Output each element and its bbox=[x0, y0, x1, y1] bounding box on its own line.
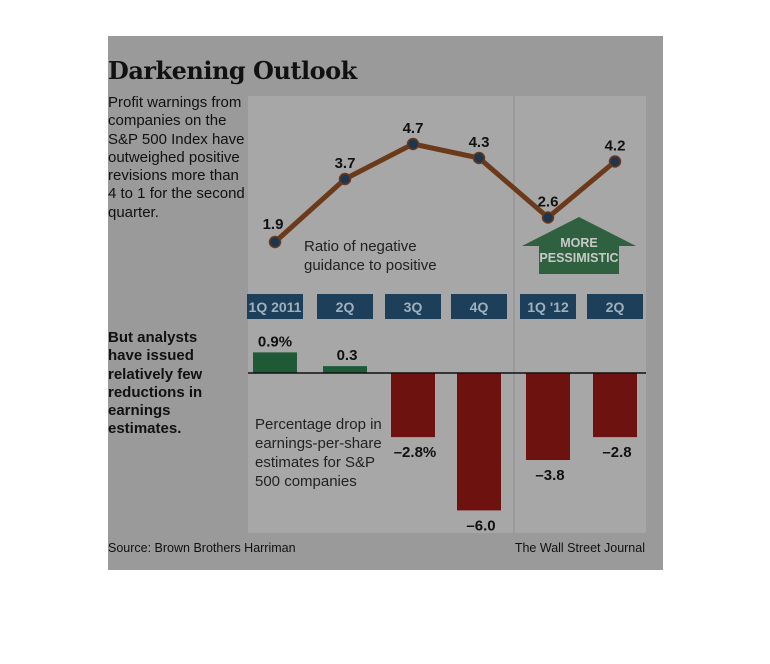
bar-annotation: Percentage drop in earnings-per-share es… bbox=[255, 416, 382, 490]
quarter-label-3: 3Q bbox=[404, 299, 423, 315]
bar-value-label-4: –6.0 bbox=[466, 517, 495, 534]
eps-bar-1 bbox=[253, 352, 297, 373]
bar-value-label-2: 0.3 bbox=[337, 347, 358, 364]
eps-bar-4 bbox=[457, 373, 501, 511]
quarter-label-5: 1Q '12 bbox=[527, 299, 569, 315]
ratio-line bbox=[273, 141, 617, 244]
line-point-2 bbox=[338, 172, 352, 186]
more-pessimistic-arrow bbox=[522, 217, 636, 274]
bar-value-label-1: 0.9% bbox=[258, 333, 292, 350]
secondary-text: But analysts have issued relatively few … bbox=[108, 329, 203, 438]
line-value-label-5: 2.6 bbox=[538, 194, 559, 211]
eps-bar-6 bbox=[593, 373, 637, 438]
callout-label-line-1: MORE bbox=[560, 236, 598, 250]
line-point-4 bbox=[472, 151, 486, 165]
publisher-credit: The Wall Street Journal bbox=[514, 541, 645, 555]
eps-bar-5 bbox=[526, 373, 570, 461]
line-value-label-6: 4.2 bbox=[605, 138, 626, 155]
quarter-cell-6 bbox=[587, 294, 643, 319]
eps-bar-2 bbox=[323, 366, 367, 373]
bar-value-label-3: –2.8% bbox=[394, 444, 437, 461]
line-point-5 bbox=[541, 211, 555, 224]
chart-graphic: MORE PESSIMISTIC 1.9 3.7 4.7 4.3 2.6 4.2 1Q 2011… bbox=[108, 36, 663, 570]
line-point-3 bbox=[406, 137, 420, 151]
quarter-cell-4 bbox=[451, 294, 507, 319]
quarter-label-4: 4Q bbox=[470, 299, 489, 315]
line-point-1 bbox=[268, 235, 282, 249]
quarter-cell-2 bbox=[317, 294, 373, 319]
source-note: Source: Brown Brothers Harriman bbox=[108, 541, 296, 555]
eps-bar-3 bbox=[391, 373, 435, 438]
line-value-label-3: 4.7 bbox=[403, 120, 424, 137]
line-point-6 bbox=[608, 155, 622, 168]
quarter-label-2: 2Q bbox=[336, 299, 355, 315]
callout-label-line-2: PESSIMISTIC bbox=[539, 251, 618, 265]
line-value-label-4: 4.3 bbox=[469, 134, 490, 151]
bar-value-label-5: –3.8 bbox=[535, 467, 564, 484]
bar-value-label-6: –2.8 bbox=[602, 444, 631, 461]
quarter-label-1: 1Q 2011 bbox=[249, 299, 302, 315]
intro-text: Profit warnings from companies on the S&… bbox=[108, 94, 245, 221]
quarter-cell-5 bbox=[520, 294, 576, 319]
line-value-label-1: 1.9 bbox=[263, 216, 284, 233]
chart-title: Darkening Outlook bbox=[108, 56, 357, 85]
line-annotation: Ratio of negative guidance to positive bbox=[304, 238, 437, 274]
quarter-label-6: 2Q bbox=[606, 299, 625, 315]
line-value-label-2: 3.7 bbox=[335, 155, 356, 172]
quarter-cell-1 bbox=[247, 294, 303, 319]
quarter-cell-3 bbox=[385, 294, 441, 319]
